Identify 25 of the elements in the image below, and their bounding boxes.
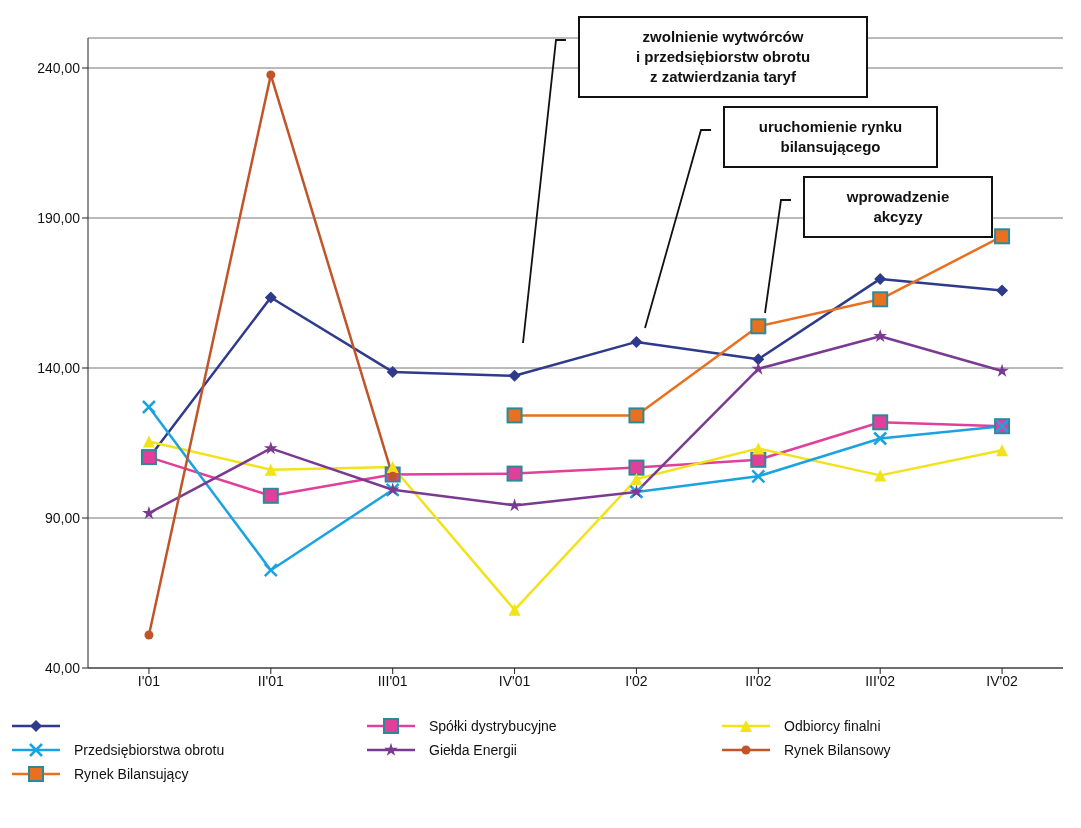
callout-box: uruchomienie rynku bilansującego xyxy=(723,106,938,168)
y-tick-label: 240,00 xyxy=(37,59,81,76)
legend-label: Spółki dystrybucyjne xyxy=(429,718,557,734)
x-tick-label: III'02 xyxy=(865,672,896,689)
y-tick-label: 140,00 xyxy=(37,359,81,376)
x-tick-label: IV'02 xyxy=(986,672,1019,689)
callout-box: wprowadzenie akcyzy xyxy=(803,176,993,238)
x-tick-label: III'01 xyxy=(377,672,408,689)
x-tick-label: I'01 xyxy=(137,672,161,689)
legend-label: Odbiorcy finalni xyxy=(784,718,881,734)
annotation: zwolnienie wytwórców i przedsiębiorstw obrotu z zatwierdzania taryf xyxy=(635,27,811,87)
x-tick-label: I'02 xyxy=(625,672,648,689)
annotation: uruchomienie rynku bilansującego xyxy=(758,117,903,157)
x-tick-label: II'02 xyxy=(745,672,772,689)
legend-label: Rynek Bilansujący xyxy=(74,766,189,782)
y-tick-label: 40,00 xyxy=(44,659,81,676)
y-tick-label: 190,00 xyxy=(37,209,81,226)
legend-label: Przedsiębiorstwa obrotu xyxy=(74,742,225,758)
legend-label: Giełda Energii xyxy=(429,742,517,758)
x-tick-label: II'01 xyxy=(257,672,285,689)
annotation: wprowadzenie akcyzy xyxy=(846,187,950,227)
callout-box: zwolnienie wytwórców i przedsiębiorstw obrotu z zatwierdzania taryf xyxy=(578,16,868,98)
legend-label: Rynek Bilansowy xyxy=(784,742,891,758)
y-tick-label: 90,00 xyxy=(44,509,81,526)
x-tick-label: IV'01 xyxy=(498,672,531,689)
